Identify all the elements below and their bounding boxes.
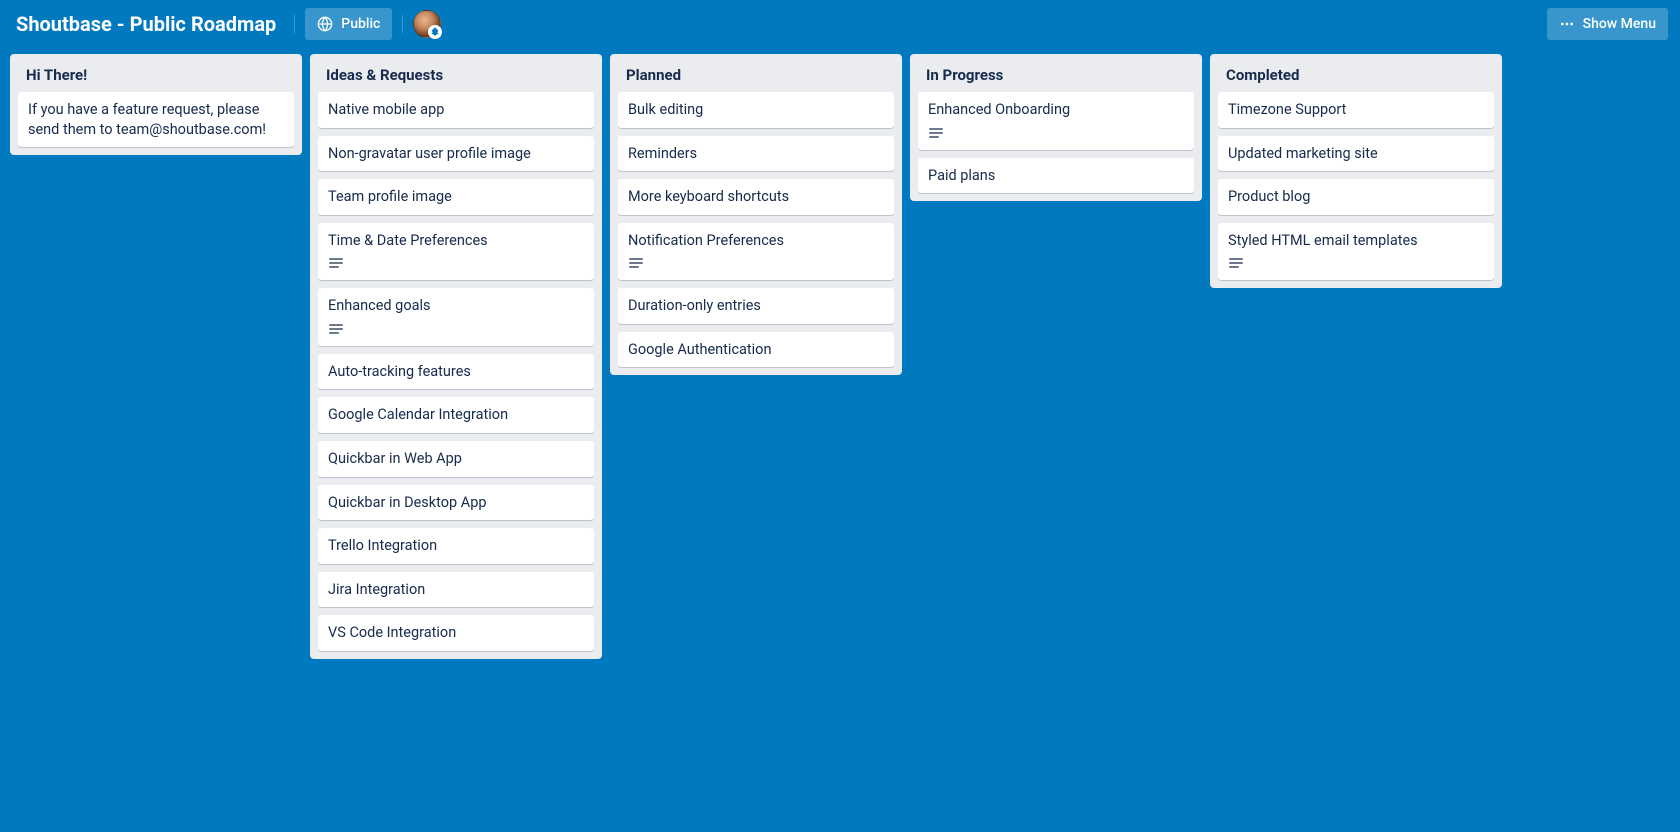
list: Ideas & Requests Native mobile app Non-gra… (310, 54, 602, 659)
card-title: More keyboard shortcuts (628, 187, 884, 207)
card-title: Styled HTML email templates (1228, 231, 1484, 251)
cards-container: Enhanced Onboarding Paid plans (918, 92, 1194, 193)
list-title[interactable]: Ideas & Requests (318, 62, 594, 92)
avatar-badge-icon (428, 25, 442, 39)
description-icon (328, 256, 344, 272)
card[interactable]: Google Authentication (618, 332, 894, 368)
card[interactable]: Quickbar in Web App (318, 441, 594, 477)
card-title: Team profile image (328, 187, 584, 207)
card[interactable]: Google Calendar Integration (318, 397, 594, 433)
cards-container: If you have a feature request, please se… (18, 92, 294, 147)
cards-container: Timezone Support Updated marketing site Pr… (1218, 92, 1494, 280)
card[interactable]: Jira Integration (318, 572, 594, 608)
card-title: Updated marketing site (1228, 144, 1484, 164)
visibility-label: Public (341, 16, 380, 32)
card[interactable]: Bulk editing (618, 92, 894, 128)
card-title: Quickbar in Desktop App (328, 493, 584, 513)
list-title[interactable]: Hi There! (18, 62, 294, 92)
header-divider (402, 15, 403, 33)
description-icon (928, 126, 944, 142)
card-title: Bulk editing (628, 100, 884, 120)
list: In ProgressEnhanced Onboarding Paid plan… (910, 54, 1202, 201)
card[interactable]: Native mobile app (318, 92, 594, 128)
cards-container: Bulk editing Reminders More keyboard short… (618, 92, 894, 367)
list-title[interactable]: Planned (618, 62, 894, 92)
card[interactable]: VS Code Integration (318, 615, 594, 651)
list-title[interactable]: Completed (1218, 62, 1494, 92)
card-badges (328, 322, 584, 338)
description-icon (1228, 256, 1244, 272)
card-title: Google Calendar Integration (328, 405, 584, 425)
board-canvas[interactable]: Hi There! If you have a feature request, … (0, 48, 1680, 832)
card-title: Quickbar in Web App (328, 449, 584, 469)
card-title: Time & Date Preferences (328, 231, 584, 251)
card-title: Enhanced Onboarding (928, 100, 1184, 120)
card-badges (628, 256, 884, 272)
card[interactable]: Styled HTML email templates (1218, 223, 1494, 281)
card[interactable]: Non-gravatar user profile image (318, 136, 594, 172)
card-title: Native mobile app (328, 100, 584, 120)
card[interactable]: Auto-tracking features (318, 354, 594, 390)
card-badges (328, 256, 584, 272)
visibility-button[interactable]: Public (305, 8, 392, 40)
ellipsis-icon (1559, 16, 1575, 32)
card-title: Trello Integration (328, 536, 584, 556)
globe-icon (317, 16, 333, 32)
card[interactable]: If you have a feature request, please se… (18, 92, 294, 147)
card[interactable]: Notification Preferences (618, 223, 894, 281)
card-title: Product blog (1228, 187, 1484, 207)
card-title: Notification Preferences (628, 231, 884, 251)
card[interactable]: Enhanced Onboarding (918, 92, 1194, 150)
list: Hi There! If you have a feature request, … (10, 54, 302, 155)
header-divider (294, 15, 295, 33)
card[interactable]: Reminders (618, 136, 894, 172)
card-title: Enhanced goals (328, 296, 584, 316)
card[interactable]: Quickbar in Desktop App (318, 485, 594, 521)
card-badges (1228, 256, 1484, 272)
card-title: Reminders (628, 144, 884, 164)
member-avatar[interactable] (413, 10, 441, 38)
card[interactable]: Trello Integration (318, 528, 594, 564)
description-icon (328, 322, 344, 338)
cards-container: Native mobile app Non-gravatar user profi… (318, 92, 594, 651)
card-title: Jira Integration (328, 580, 584, 600)
card[interactable]: Time & Date Preferences (318, 223, 594, 281)
card-title: Paid plans (928, 166, 1184, 186)
card[interactable]: Team profile image (318, 179, 594, 215)
card-title: Timezone Support (1228, 100, 1484, 120)
board-title[interactable]: Shoutbase - Public Roadmap (16, 12, 284, 36)
card[interactable]: Paid plans (918, 158, 1194, 194)
description-icon (628, 256, 644, 272)
card-badges (928, 126, 1184, 142)
list-title[interactable]: In Progress (918, 62, 1194, 92)
list: Completed Timezone Support Updated marketi… (1210, 54, 1502, 288)
show-menu-label: Show Menu (1583, 16, 1656, 32)
card[interactable]: More keyboard shortcuts (618, 179, 894, 215)
board-header: Shoutbase - Public Roadmap Public (0, 0, 1680, 48)
list: Planned Bulk editing Reminders More keyboar… (610, 54, 902, 375)
card-title: Non-gravatar user profile image (328, 144, 584, 164)
card-title: Duration-only entries (628, 296, 884, 316)
card[interactable]: Product blog (1218, 179, 1494, 215)
show-menu-button[interactable]: Show Menu (1547, 8, 1668, 40)
card[interactable]: Timezone Support (1218, 92, 1494, 128)
card-title: VS Code Integration (328, 623, 584, 643)
card-title: Google Authentication (628, 340, 884, 360)
card[interactable]: Duration-only entries (618, 288, 894, 324)
card-title: If you have a feature request, please se… (28, 100, 284, 139)
card[interactable]: Enhanced goals (318, 288, 594, 346)
card-title: Auto-tracking features (328, 362, 584, 382)
card[interactable]: Updated marketing site (1218, 136, 1494, 172)
